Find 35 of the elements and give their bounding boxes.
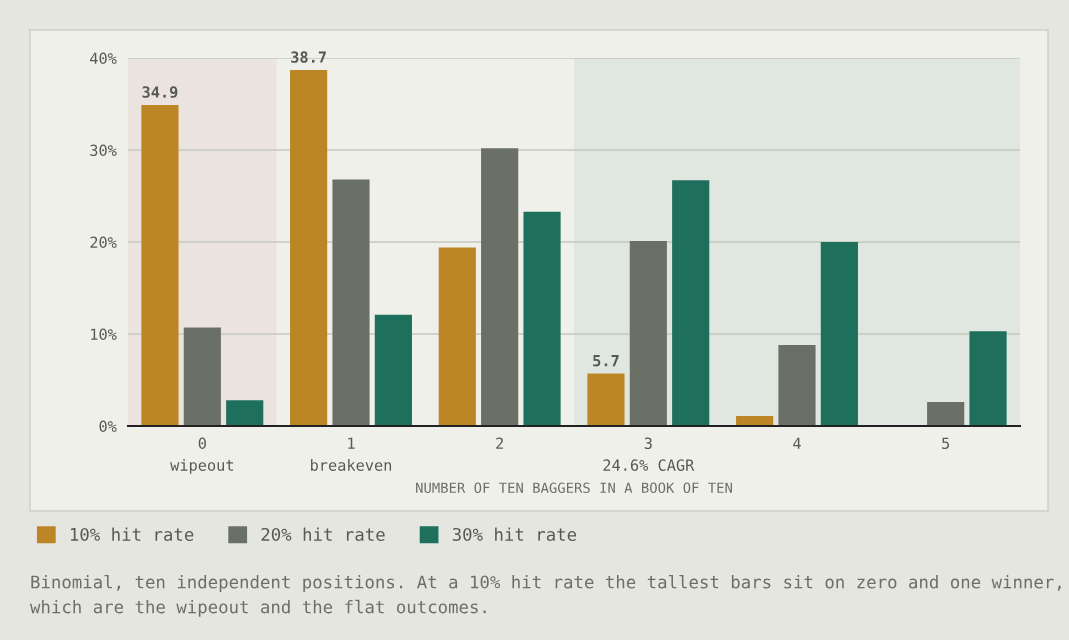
bar — [481, 148, 519, 426]
bar — [438, 247, 476, 426]
x-axis-title: NUMBER OF TEN BAGGERS IN A BOOK OF TEN — [416, 482, 732, 494]
bar — [778, 345, 816, 426]
x-tick-label: 1 breakeven — [311, 437, 392, 471]
bar — [820, 242, 858, 426]
bar — [629, 241, 667, 426]
bar — [672, 180, 710, 426]
x-tick-label: 2 — [496, 437, 503, 449]
y-tick-label: 10% — [91, 328, 117, 341]
data-label: 5.7 — [593, 355, 619, 367]
bar — [183, 327, 221, 426]
y-tick-label: 40% — [90, 52, 117, 65]
bar — [969, 331, 1007, 426]
legend-label: 20% hit rate — [261, 527, 385, 542]
bar — [141, 104, 179, 426]
data-label: 34.9 — [142, 86, 178, 98]
bar — [290, 69, 328, 426]
legend-label: 30% hit rate — [452, 527, 577, 542]
bar — [523, 211, 561, 426]
x-tick-label: 0 wipeout — [170, 437, 234, 474]
bar — [587, 373, 625, 426]
data-label: 38.7 — [291, 51, 326, 63]
bar — [332, 179, 370, 426]
x-tick-label: 3 24.6% CAGR — [603, 437, 695, 471]
text: Binomial, ten independent positions. At a 10% hit rate the tallest bars sit on zero and one winner, which are the wipeout and the flat outcomes. — [30, 575, 1061, 617]
y-tick-label: 30% — [90, 144, 117, 157]
y-tick-label: 20% — [90, 236, 117, 249]
y-tick-label: 0% — [99, 420, 117, 433]
bar — [927, 402, 965, 426]
legend-label: 10% hit rate — [70, 527, 194, 542]
x-tick-label: 4 — [793, 437, 801, 449]
bar — [374, 314, 412, 426]
bar — [226, 400, 264, 426]
x-tick-label: 5 — [942, 437, 950, 450]
